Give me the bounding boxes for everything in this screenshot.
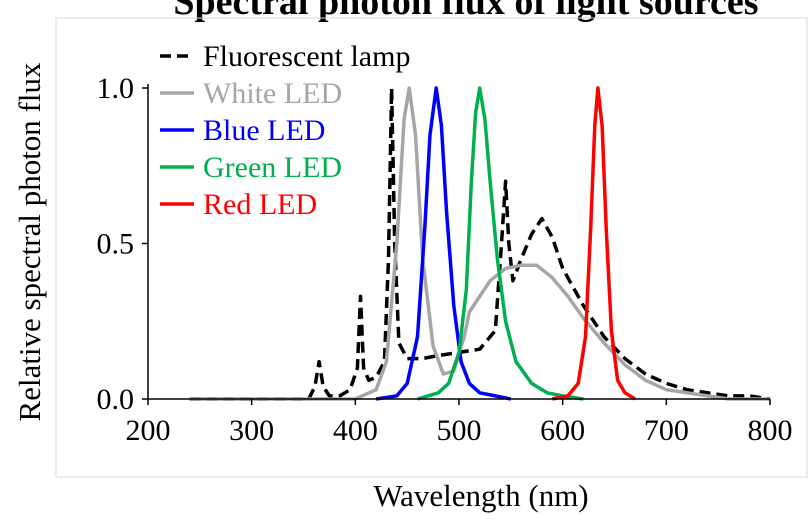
x-tick-label: 600	[540, 414, 585, 447]
chart-title: Spectral photon flux of light sources	[173, 0, 758, 23]
series-line-red-led	[551, 86, 637, 401]
series-line-green-led	[417, 86, 584, 401]
legend-label-blue-led: Blue LED	[203, 114, 325, 147]
legend-label-green-led: Green LED	[203, 151, 342, 184]
series-line-white-led	[189, 86, 770, 401]
x-tick-label: 500	[437, 414, 482, 447]
series-line-blue-led	[375, 86, 512, 401]
series-layer	[189, 86, 771, 401]
x-tick-label: 400	[333, 414, 378, 447]
legend: Fluorescent lamp White LED Blue LED Green L…	[160, 40, 410, 221]
y-tick-label: 1.0	[97, 72, 135, 105]
y-tick-label: 0.0	[97, 383, 135, 416]
legend-label-fluorescent-lamp: Fluorescent lamp	[203, 40, 410, 73]
x-tick-label: 200	[126, 414, 171, 447]
y-tick-label: 0.5	[97, 228, 135, 261]
legend-label-white-led: White LED	[203, 77, 342, 110]
plot-frame	[55, 17, 808, 478]
x-axis-title: Wavelength (nm)	[373, 478, 588, 513]
x-tick-label: 300	[229, 414, 274, 447]
axes-layer: 200 300 400 500 600 700 800 0.0 0.5 1.0	[97, 72, 793, 447]
y-axis-title: Relative spectral photon flux	[12, 62, 47, 421]
x-tick-label: 800	[748, 414, 793, 447]
legend-label-red-led: Red LED	[203, 188, 317, 221]
x-tick-label: 700	[644, 414, 689, 447]
